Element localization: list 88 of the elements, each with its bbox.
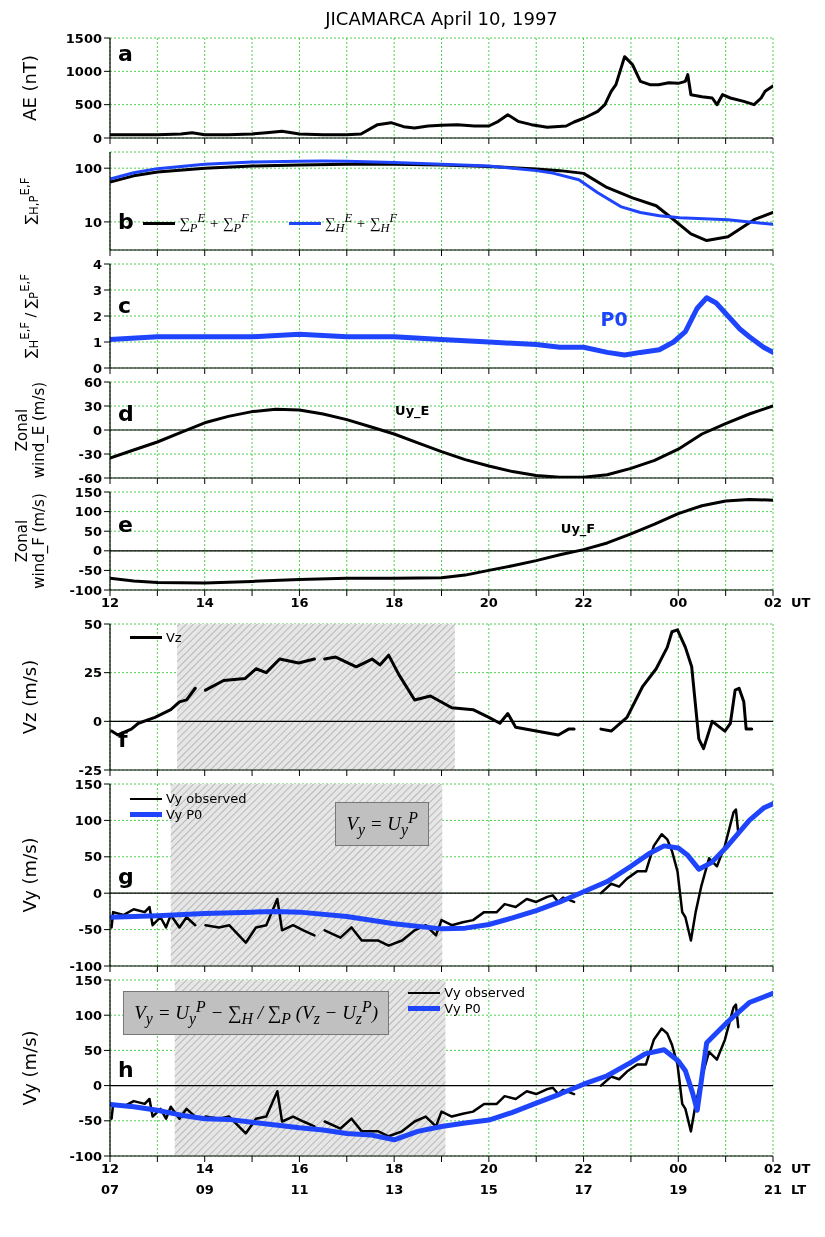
- y-tick-label: 30: [83, 398, 102, 414]
- annotation: h: [118, 1057, 134, 1083]
- y-tick-label: -100: [69, 582, 102, 598]
- x2-tick-label: 21: [763, 1182, 783, 1197]
- x-tick-label: 20: [479, 595, 498, 611]
- x-tick-label: 22: [574, 1161, 593, 1177]
- y-tick-label: 60: [83, 374, 102, 390]
- legend-label: Vz: [165, 629, 182, 645]
- annotation: c: [118, 293, 132, 319]
- y-tick-label: 150: [74, 776, 102, 792]
- chart-title: JICAMARCA April 10, 1997: [323, 8, 559, 31]
- y-tick-label: 4: [92, 256, 102, 272]
- y-tick-label: 0: [92, 713, 102, 729]
- x-tick-label: 14: [195, 1161, 214, 1177]
- y-tick-label: -100: [69, 958, 102, 974]
- y-tick-label: -60: [78, 470, 102, 486]
- y-tick-label: 50: [83, 523, 102, 539]
- text: V$_{y}$ = U$_{y}$$^{P}$ − ∑$_{H}$ / ∑$_{P}$ (V$_{z}$ − U$_{z}$$^{P}$): [134, 997, 379, 1027]
- y-tick-label: 0: [92, 1078, 102, 1094]
- y-tick-label: 100: [74, 160, 102, 176]
- y-tick-label: 100: [74, 504, 102, 520]
- y-tick-label: 100: [74, 813, 102, 829]
- annotation: d: [118, 401, 134, 427]
- y-axis-title: Vy (m/s): [19, 1030, 41, 1106]
- x-tick-label: 18: [385, 1161, 404, 1177]
- y-tick-label: -50: [78, 922, 102, 938]
- annotation: e: [118, 511, 133, 537]
- y-tick-label: 100: [74, 1007, 102, 1023]
- y-tick-label: 2: [92, 308, 102, 324]
- x-tick-label: 14: [195, 595, 214, 611]
- y-tick-label: -30: [78, 446, 102, 462]
- series-label: Uy_F: [560, 521, 596, 537]
- y-tick-label: -50: [78, 1113, 102, 1129]
- x2-tick-label: 17: [574, 1182, 593, 1197]
- y-axis-title: Zonal wind_E (m/s): [12, 381, 47, 479]
- x2-axis-title: LT: [791, 1182, 806, 1197]
- y-tick-label: -25: [78, 762, 102, 778]
- y-tick-label: 1500: [65, 30, 102, 46]
- y-tick-label: -100: [69, 1148, 102, 1164]
- x-tick-label: 12: [100, 1161, 120, 1177]
- y-tick-label: 1000: [65, 63, 102, 79]
- legend-label: Vy P0: [444, 1001, 481, 1017]
- x2-tick-label: 19: [669, 1182, 688, 1197]
- x-axis-title: UT: [791, 595, 811, 610]
- x-tick-label: 20: [479, 1161, 498, 1177]
- y-tick-label: 150: [74, 972, 102, 988]
- x-tick-label: 02: [763, 595, 783, 611]
- annotation: b: [118, 208, 134, 234]
- x2-tick-label: 15: [479, 1182, 498, 1197]
- legend-label: Vy observed: [165, 791, 247, 807]
- annotation: g: [118, 863, 134, 889]
- x2-tick-label: 07: [100, 1182, 120, 1197]
- y-tick-label: 0: [92, 422, 102, 438]
- series-label: Uy_E: [395, 403, 430, 419]
- y-tick-label: 0: [92, 360, 102, 376]
- x2-tick-label: 13: [385, 1182, 404, 1197]
- legend-label: Vy observed: [444, 985, 525, 1001]
- x-tick-label: 16: [290, 1161, 309, 1177]
- y-tick-label: 500: [74, 97, 102, 113]
- y-tick-label: 25: [83, 665, 102, 681]
- legend-label: Vy P0: [165, 807, 203, 823]
- x-tick-label: 22: [574, 595, 593, 611]
- y-tick-label: 50: [83, 1043, 102, 1059]
- y-axis-title: Zonal wind_F (m/s): [12, 493, 47, 589]
- y-tick-label: 50: [83, 616, 102, 632]
- x-axis-title: UT: [791, 1161, 811, 1176]
- y-tick-label: 0: [92, 130, 102, 146]
- x2-tick-label: 09: [195, 1182, 214, 1197]
- x2-tick-label: 11: [290, 1182, 309, 1197]
- y-axis-title: AE (nT): [19, 55, 41, 121]
- y-tick-label: -50: [78, 563, 102, 579]
- x-tick-label: 00: [669, 1161, 688, 1177]
- x-tick-label: 00: [669, 595, 688, 611]
- y-axis-title: Vy (m/s): [19, 837, 41, 913]
- x-tick-label: 12: [100, 595, 120, 611]
- x-tick-label: 16: [290, 595, 309, 611]
- y-tick-label: 0: [92, 885, 102, 901]
- y-axis-title: Vz (m/s): [19, 659, 41, 735]
- y-tick-label: 150: [74, 484, 102, 500]
- y-tick-label: 1: [92, 334, 102, 350]
- x-tick-label: 02: [763, 1161, 783, 1177]
- x-tick-label: 18: [385, 595, 404, 611]
- y-tick-label: 3: [92, 282, 102, 298]
- y-tick-label: 10: [83, 214, 102, 230]
- y-tick-label: 0: [92, 543, 102, 559]
- annotation: a: [118, 41, 133, 66]
- series-label: P0: [600, 307, 628, 330]
- y-tick-label: 50: [83, 849, 102, 865]
